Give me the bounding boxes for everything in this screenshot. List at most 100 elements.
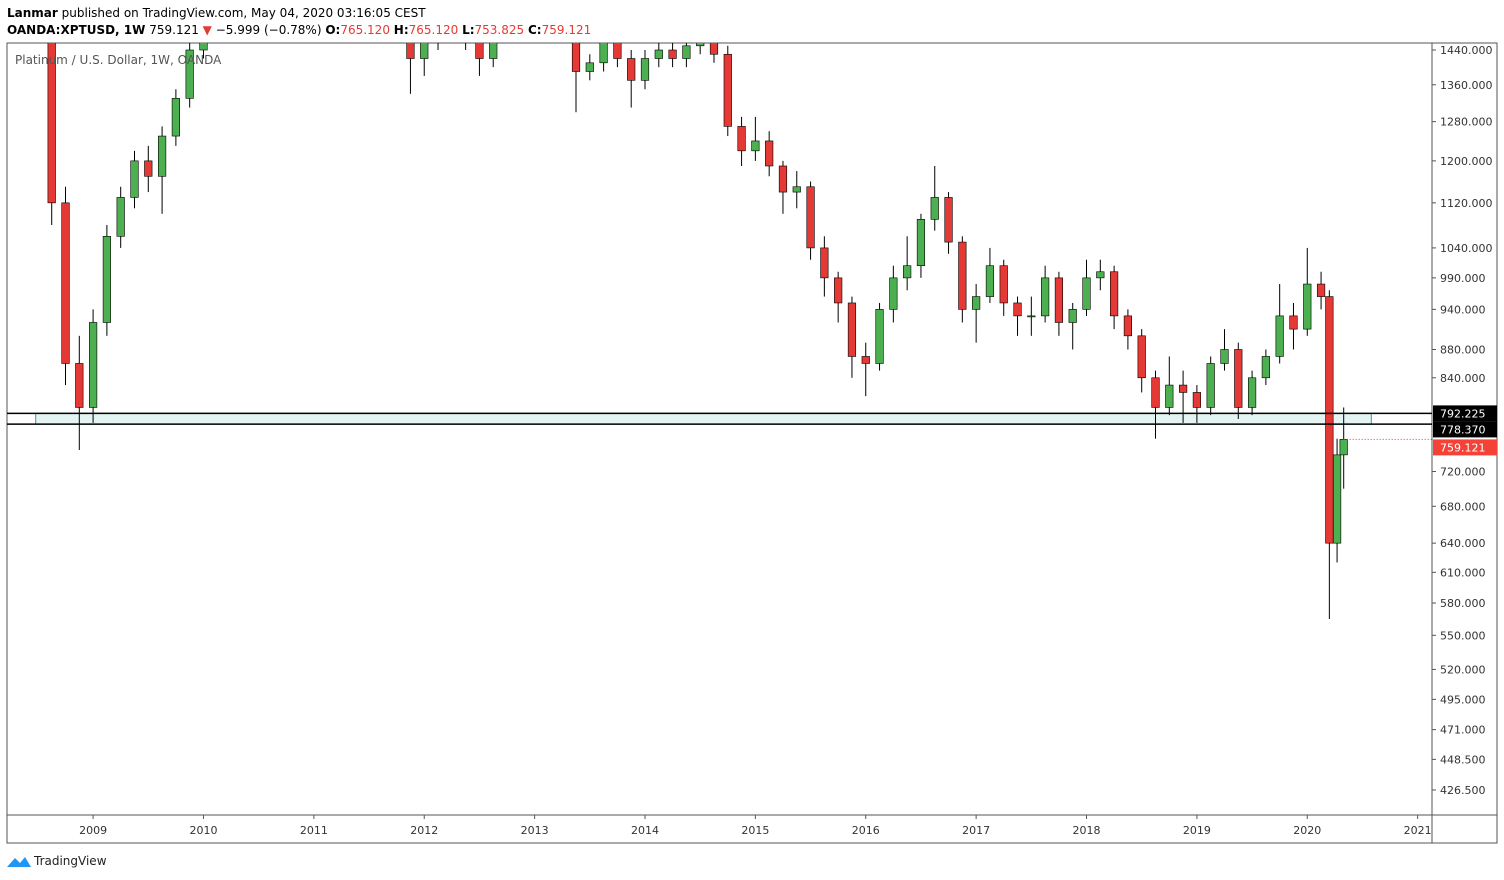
level-label-bg [1433,405,1497,422]
candle-body [889,277,898,310]
x-tick-label: 2018 [1073,824,1101,837]
candle-body [269,1,277,17]
candle-body [75,363,84,408]
frame [6,42,1498,844]
candle-body [1096,271,1105,279]
last: 759.121 [149,23,199,37]
brand: TradingView [33,854,107,868]
candle-body [751,140,760,152]
x-tick-label: 2011 [300,824,328,837]
candle-body [1206,363,1215,408]
x-tick-label: 2021 [1404,824,1432,837]
candle-body [1123,315,1132,337]
candle-body [958,241,967,310]
y-tick-label: 940.000 [1440,303,1486,316]
candle-body [157,135,167,177]
candle-body [709,43,719,55]
candle-body [255,0,263,17]
candle-body [1289,315,1298,330]
y-tick-label: 550.000 [1440,629,1486,642]
y-tick-label: 495.000 [1440,693,1486,706]
l-label: L: [462,23,475,37]
candle-body [213,1,221,9]
l-value: 753.825 [474,23,525,37]
candle-body [1137,335,1146,379]
candle-body [1220,349,1229,364]
last-price-bg [1433,439,1497,456]
candle-body [613,43,622,59]
candle-body [668,49,677,59]
y-tick-label: 580.000 [1440,597,1486,610]
candle-body [682,45,691,59]
candle-body [903,265,912,279]
y-tick-label: 1360.000 [1440,79,1493,92]
candle-body [654,49,663,59]
candle-body [834,277,843,304]
h-label: H: [393,23,409,37]
c-label: C: [527,23,542,37]
candle-body [599,43,608,64]
candle-body [861,356,870,364]
candle-body [1054,277,1064,323]
candle-body [503,0,511,1]
y-tick-label: 1280.000 [1440,116,1493,129]
candle-body [1082,277,1091,310]
x-tick-label: 2020 [1293,824,1321,837]
x-tick-label: 2012 [410,824,438,837]
change: −5.999 (−0.78%) [215,23,322,37]
y-tick-label: 990.000 [1440,272,1486,285]
candle-body [627,58,636,81]
candle-body [489,43,498,59]
author: Lanmar [7,6,58,20]
candle-body [723,53,732,127]
candle-body [696,43,705,47]
x-tick-label: 2009 [79,824,107,837]
candle-body [930,197,939,220]
candle-body [985,265,995,297]
candle-body [765,140,774,167]
chart-title: Platinum / U.S. Dollar, 1W, OANDA [15,53,222,67]
candle-body [571,43,581,72]
o-label: O: [325,23,341,37]
candle-body [1041,277,1050,317]
y-tick-label: 610.000 [1440,566,1486,579]
candle-body [185,49,194,99]
candle-body [434,0,442,42]
candle-body [806,186,815,249]
c-value: 759.121 [541,23,592,37]
candle-body [130,160,139,198]
y-tick-label: 680.000 [1440,500,1486,513]
last-price-label: 759.121 [1440,441,1486,454]
y-tick-label: 640.000 [1440,537,1486,550]
quote-line: OANDA:XPTUSD, 1W 759.121 ▼ −5.999 (−0.78… [7,22,591,39]
candle-body [102,236,111,323]
x-tick-label: 2014 [631,824,659,837]
x-tick-label: 2013 [521,824,549,837]
candle-body [1325,296,1334,544]
candle-body [916,219,926,267]
publish-info: published on TradingView.com, May 04, 20… [61,6,426,20]
arrow: ▼ [202,23,212,37]
candle-body [778,165,788,193]
logo [7,857,31,867]
candle-body [820,247,829,279]
candle-body [1316,283,1326,297]
candle-body [1151,377,1160,408]
y-tick-label: 448.500 [1440,753,1486,766]
level-label: 778.370 [1440,423,1486,436]
candle-body [47,43,56,204]
header: Lanmar published on TradingView.com, May… [7,5,591,39]
candle-body [462,0,470,42]
candle-body [61,202,70,364]
y-tick-label: 840.000 [1440,372,1486,385]
candle-body [999,265,1008,304]
y-tick-label: 720.000 [1440,466,1486,479]
y-tick-label: 1120.000 [1440,197,1493,210]
y-tick-label: 1040.000 [1440,242,1493,255]
candle-body [89,322,98,408]
y-tick-label: 880.000 [1440,343,1486,356]
candle-body [1110,271,1119,317]
candle-body [199,43,208,51]
candle-body [282,0,290,1]
